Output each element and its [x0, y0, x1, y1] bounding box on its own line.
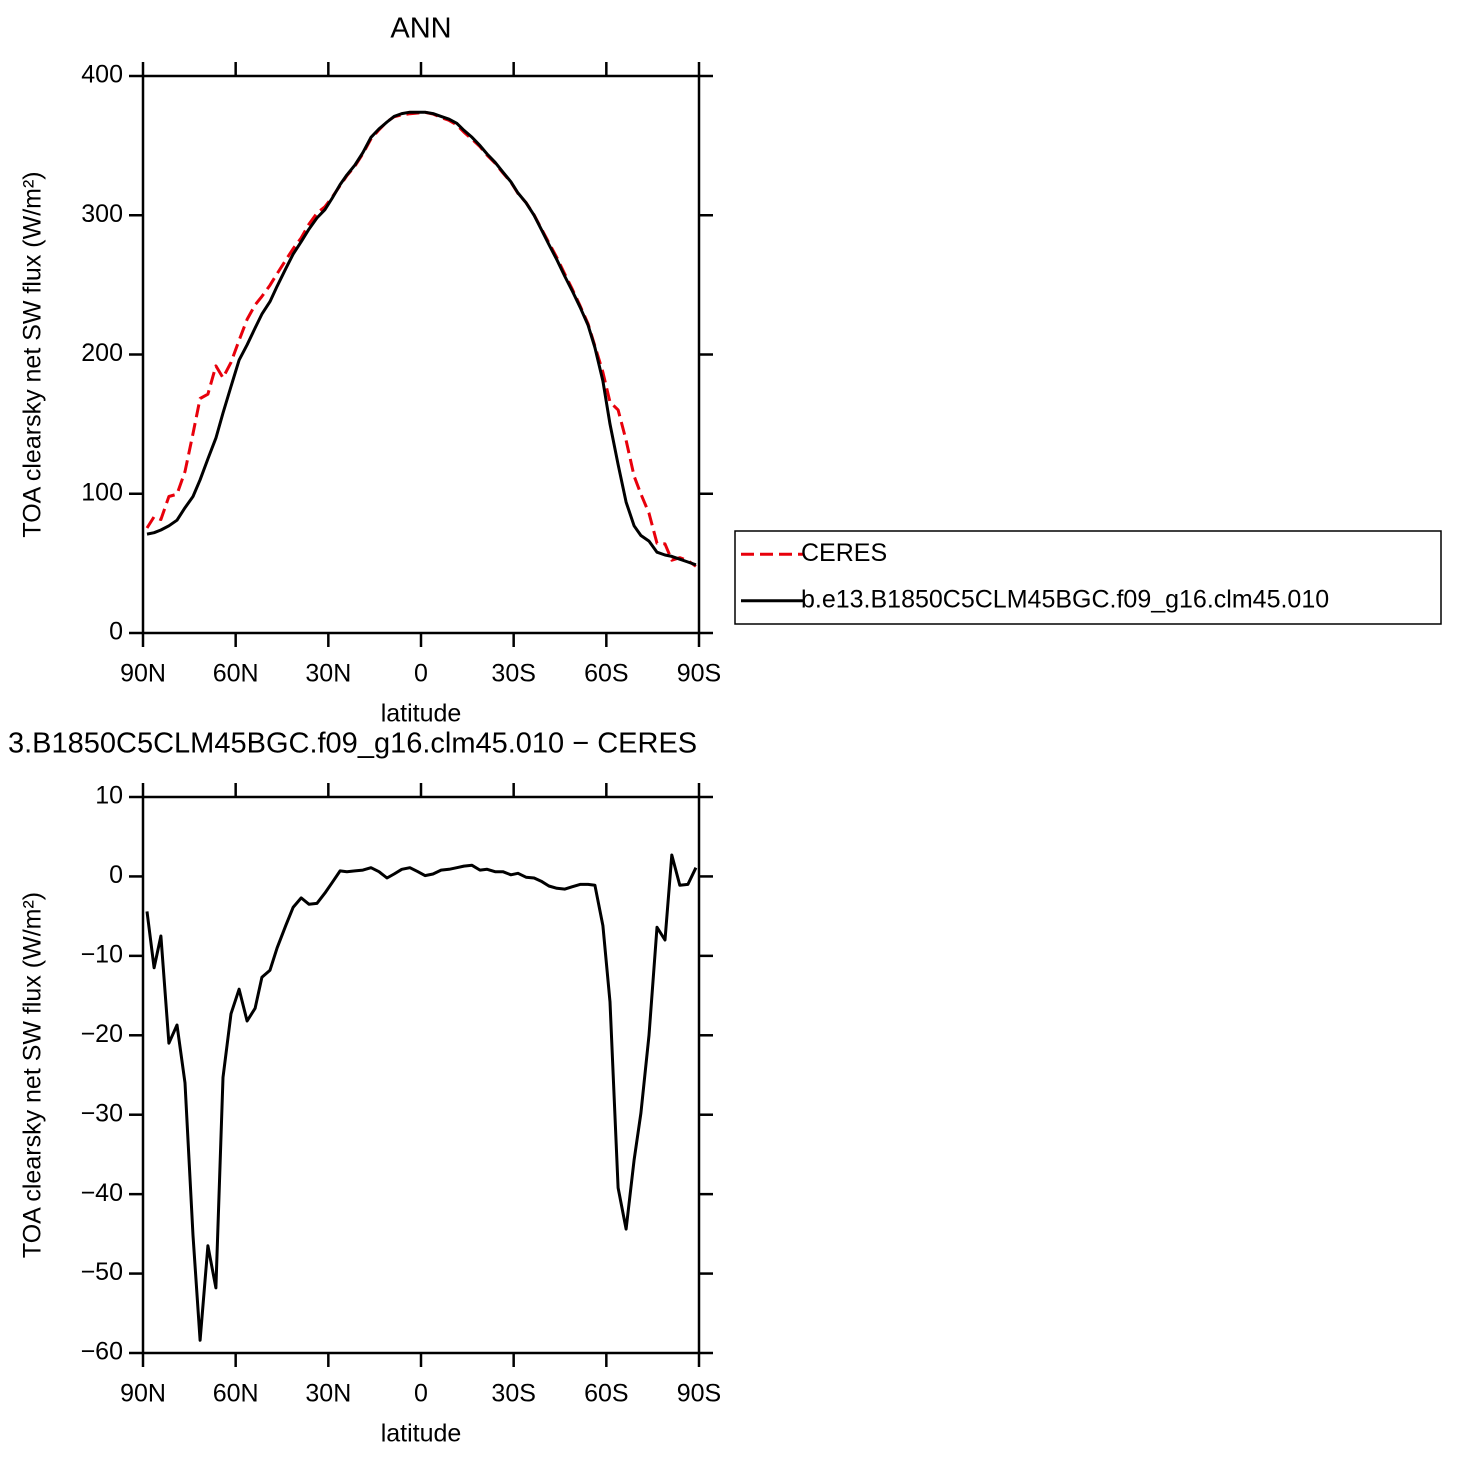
- y-tick-label: 0: [109, 618, 123, 646]
- y-tick-label: 100: [81, 478, 123, 506]
- y-tick-label: −20: [81, 1020, 123, 1048]
- y-axis-label: TOA clearsky net SW flux (W/m²): [19, 892, 47, 1258]
- y-tick-label: 0: [109, 861, 123, 889]
- legend-label: b.e13.B1850C5CLM45BGC.f09_g16.clm45.010: [801, 585, 1329, 613]
- x-tick-label: 30N: [305, 1380, 351, 1408]
- x-tick-label: 0: [414, 1380, 428, 1408]
- y-tick-label: −40: [81, 1179, 123, 1207]
- x-axis-label: latitude: [381, 1420, 462, 1448]
- x-tick-label: 90N: [120, 660, 166, 688]
- data-line: [145, 853, 698, 1342]
- x-tick-label: 90S: [677, 660, 721, 688]
- x-tick-label: 90S: [677, 1380, 721, 1408]
- x-tick-label: 30S: [491, 1380, 535, 1408]
- plot-frame: [141, 74, 701, 635]
- y-tick-label: −10: [81, 940, 123, 968]
- y-tick-label: 10: [95, 782, 123, 810]
- y-tick-label: −50: [81, 1258, 123, 1286]
- x-tick-label: 60N: [213, 660, 259, 688]
- legend-box: [734, 530, 1442, 625]
- x-tick-label: 60N: [213, 1380, 259, 1408]
- x-tick-label: 30N: [305, 660, 351, 688]
- x-tick-label: 60S: [584, 660, 628, 688]
- y-axis-label: TOA clearsky net SW flux (W/m²): [19, 171, 47, 537]
- chart-title: 3.B1850C5CLM45BGC.f09_g16.clm45.010 − CE…: [8, 728, 697, 760]
- y-tick-label: −60: [81, 1338, 123, 1366]
- legend-label: CERES: [801, 539, 887, 567]
- plot-frame: [141, 795, 701, 1355]
- y-tick-label: 200: [81, 339, 123, 367]
- chart-title: ANN: [390, 13, 451, 45]
- x-axis-label: latitude: [381, 700, 462, 728]
- x-tick-label: 90N: [120, 1380, 166, 1408]
- data-line: [145, 110, 697, 568]
- x-tick-label: 0: [414, 660, 428, 688]
- data-line: [146, 110, 697, 567]
- y-tick-label: 400: [81, 61, 123, 89]
- y-tick-label: −30: [81, 1099, 123, 1127]
- y-tick-label: 300: [81, 200, 123, 228]
- x-tick-label: 60S: [584, 1380, 628, 1408]
- x-tick-label: 30S: [491, 660, 535, 688]
